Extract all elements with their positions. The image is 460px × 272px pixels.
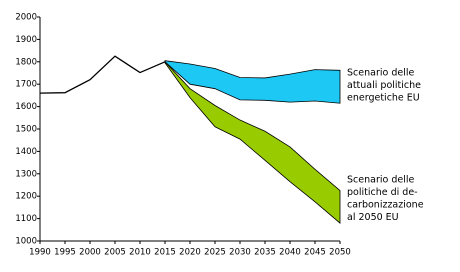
legend-label: Scenario delle [347,175,414,186]
y-tick-label: 1800 [15,57,37,67]
legend-label: attuali politiche [347,80,421,91]
x-tick-label: 2005 [104,248,126,258]
y-tick-label: 1600 [15,102,37,112]
legend-label: Scenario delle [347,68,414,79]
y-tick-label: 1000 [15,237,37,247]
x-tick-label: 2020 [179,248,201,258]
x-tick-label: 2000 [79,248,101,258]
x-tick-label: 2045 [304,248,326,258]
legend-label: carbonizzazione [347,200,424,211]
y-tick-label: 2000 [15,13,37,23]
y-tick-label: 1100 [15,214,37,224]
legend-label: al 2050 EU [347,212,399,223]
y-tick-label: 1500 [15,125,37,135]
y-tick-label: 1300 [15,169,37,179]
x-tick-label: 2040 [279,248,301,258]
y-tick-label: 1200 [15,192,37,202]
x-tick-label: 1990 [29,248,51,258]
x-tick-label: 2030 [229,248,251,258]
y-tick-label: 1400 [15,147,37,157]
scenario-band [164,60,341,104]
legend-label: energetiche EU [347,93,420,104]
scenario-band [164,60,341,224]
y-tick-label: 1700 [15,80,37,90]
x-tick-label: 2050 [329,248,351,258]
x-tick-label: 1995 [54,248,76,258]
x-tick-label: 2025 [204,248,226,258]
x-tick-label: 2035 [254,248,276,258]
y-tick-label: 1900 [15,35,37,45]
x-tick-label: 2010 [129,248,151,258]
history-line [39,55,166,94]
legend-label: politiche di de- [347,187,418,198]
x-tick-label: 2015 [154,248,176,258]
